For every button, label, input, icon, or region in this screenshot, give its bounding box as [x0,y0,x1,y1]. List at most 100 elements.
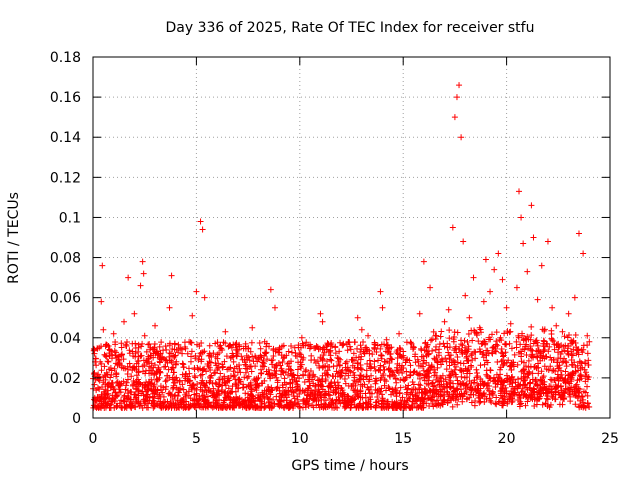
background-point [412,393,419,400]
background-point [403,368,410,375]
background-point [541,327,548,334]
background-point [444,389,451,396]
background-point [438,399,445,406]
background-point [276,403,283,410]
background-point [456,366,463,373]
background-point [206,342,213,349]
background-point [403,374,410,381]
background-point [328,357,335,364]
background-point [456,346,463,353]
background-point [561,388,568,395]
background-point [489,389,496,396]
background-point [543,395,550,402]
y-tick-label: 0.04 [50,331,81,347]
background-point [415,358,422,365]
background-point [172,352,179,359]
background-point [529,370,536,377]
background-point [379,391,386,398]
data-point [99,262,106,269]
data-point [222,328,229,335]
background-point [257,366,264,373]
background-point [374,393,381,400]
background-point [303,395,310,402]
background-point [480,354,487,361]
background-point [185,404,192,411]
background-point [191,385,198,392]
data-point [416,310,423,317]
background-point [518,389,525,396]
background-point [302,387,309,394]
data-point [284,360,291,367]
background-point [165,366,172,373]
background-point [550,356,557,363]
background-point [462,365,469,372]
background-point [229,353,236,360]
background-point [472,328,479,335]
background-point [231,365,238,372]
background-point [487,375,494,382]
data-point [230,358,237,365]
data-point [140,270,147,277]
background-point [364,384,371,391]
background-point [520,373,527,380]
background-point [102,399,109,406]
background-point [570,370,577,377]
background-point [230,399,237,406]
background-point [345,382,352,389]
background-point [135,376,142,383]
background-point [160,384,167,391]
background-point [559,401,566,408]
background-point [170,365,177,372]
data-point [243,362,250,369]
background-point [91,350,98,357]
background-point [437,392,444,399]
x-tick-label: 15 [394,431,412,447]
background-point [538,368,545,375]
background-point [386,365,393,372]
background-point [185,365,192,372]
data-point [528,202,535,209]
data-point [516,188,523,195]
background-point [520,337,527,344]
background-point [294,366,301,373]
background-point [483,371,490,378]
background-point [109,379,116,386]
background-point [151,341,158,348]
background-point [527,346,534,353]
background-point [135,341,142,348]
background-point [385,384,392,391]
background-point [197,372,204,379]
background-point [444,399,451,406]
background-point [120,397,127,404]
data-point [408,340,415,347]
data-point [534,296,541,303]
background-point [214,387,221,394]
background-point [257,345,264,352]
data-point [319,318,326,325]
background-point [419,360,426,367]
background-point [412,351,419,358]
data-point [466,314,473,321]
background-point [500,400,507,407]
background-point [454,377,461,384]
background-point [481,399,488,406]
background-point [118,352,125,359]
background-point [513,338,520,345]
background-point [221,373,228,380]
background-point [401,377,408,384]
background-point [180,404,187,411]
background-point [450,388,457,395]
background-point [319,364,326,371]
data-point [334,362,341,369]
background-point [309,396,316,403]
background-point [528,393,535,400]
background-point [529,347,536,354]
background-point [407,362,414,369]
data-point [114,378,121,385]
background-point [201,348,208,355]
background-point [248,398,255,405]
background-point [546,388,553,395]
background-point [123,343,130,350]
data-point [133,366,140,373]
background-point [560,358,567,365]
